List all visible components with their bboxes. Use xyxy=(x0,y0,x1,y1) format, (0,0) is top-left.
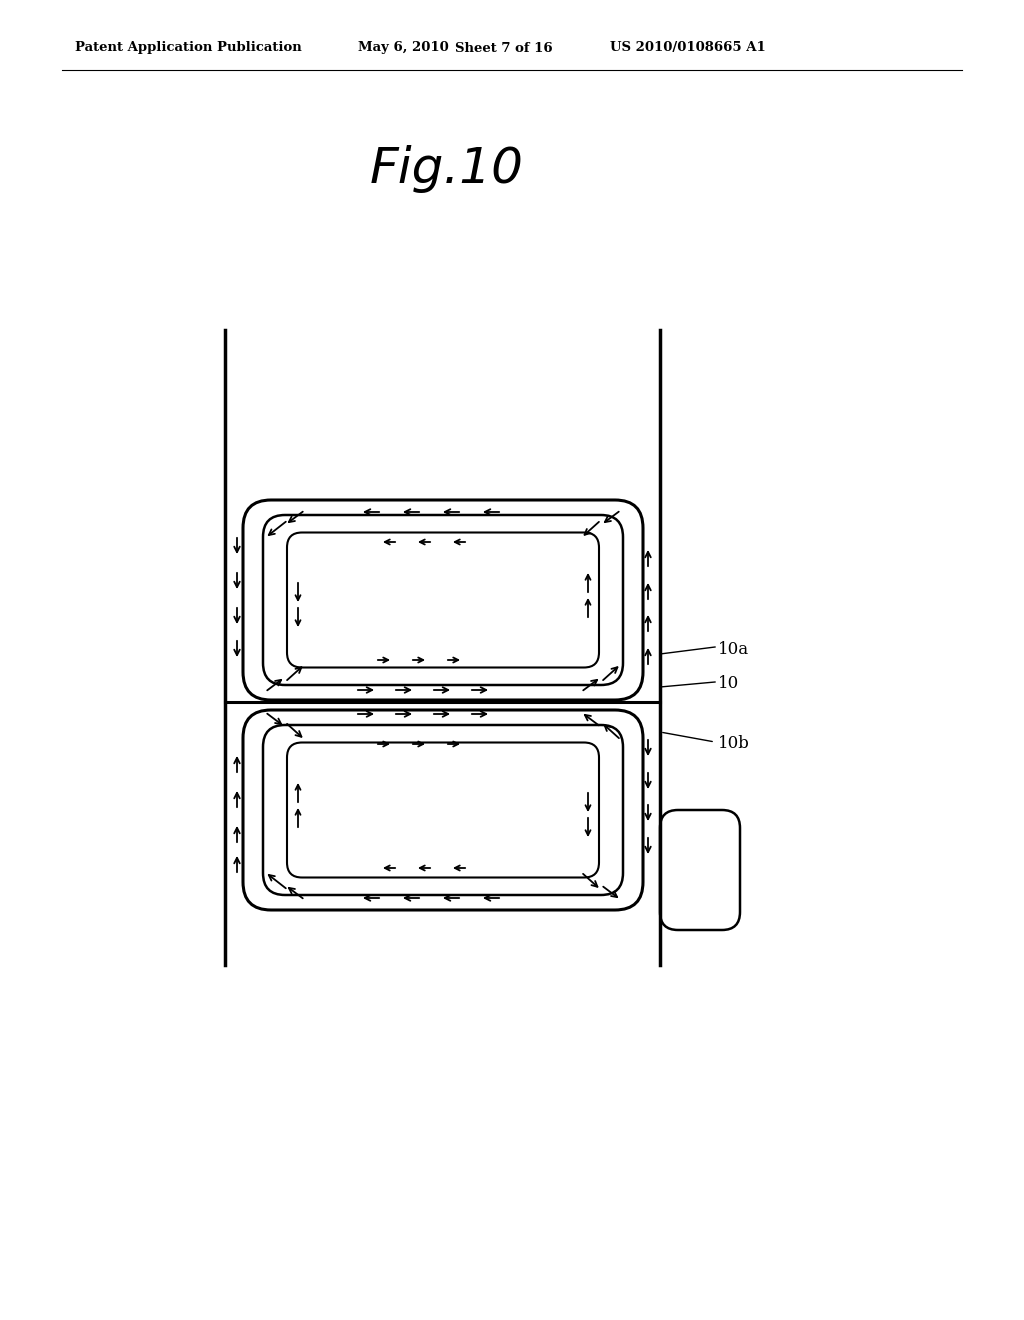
Text: US 2010/0108665 A1: US 2010/0108665 A1 xyxy=(610,41,766,54)
Text: Patent Application Publication: Patent Application Publication xyxy=(75,41,302,54)
Text: 10a: 10a xyxy=(718,640,750,657)
Text: 10b: 10b xyxy=(718,735,750,752)
Text: May 6, 2010: May 6, 2010 xyxy=(358,41,449,54)
Text: 10: 10 xyxy=(718,676,739,693)
Text: Sheet 7 of 16: Sheet 7 of 16 xyxy=(455,41,553,54)
Text: Fig.10: Fig.10 xyxy=(370,145,524,193)
